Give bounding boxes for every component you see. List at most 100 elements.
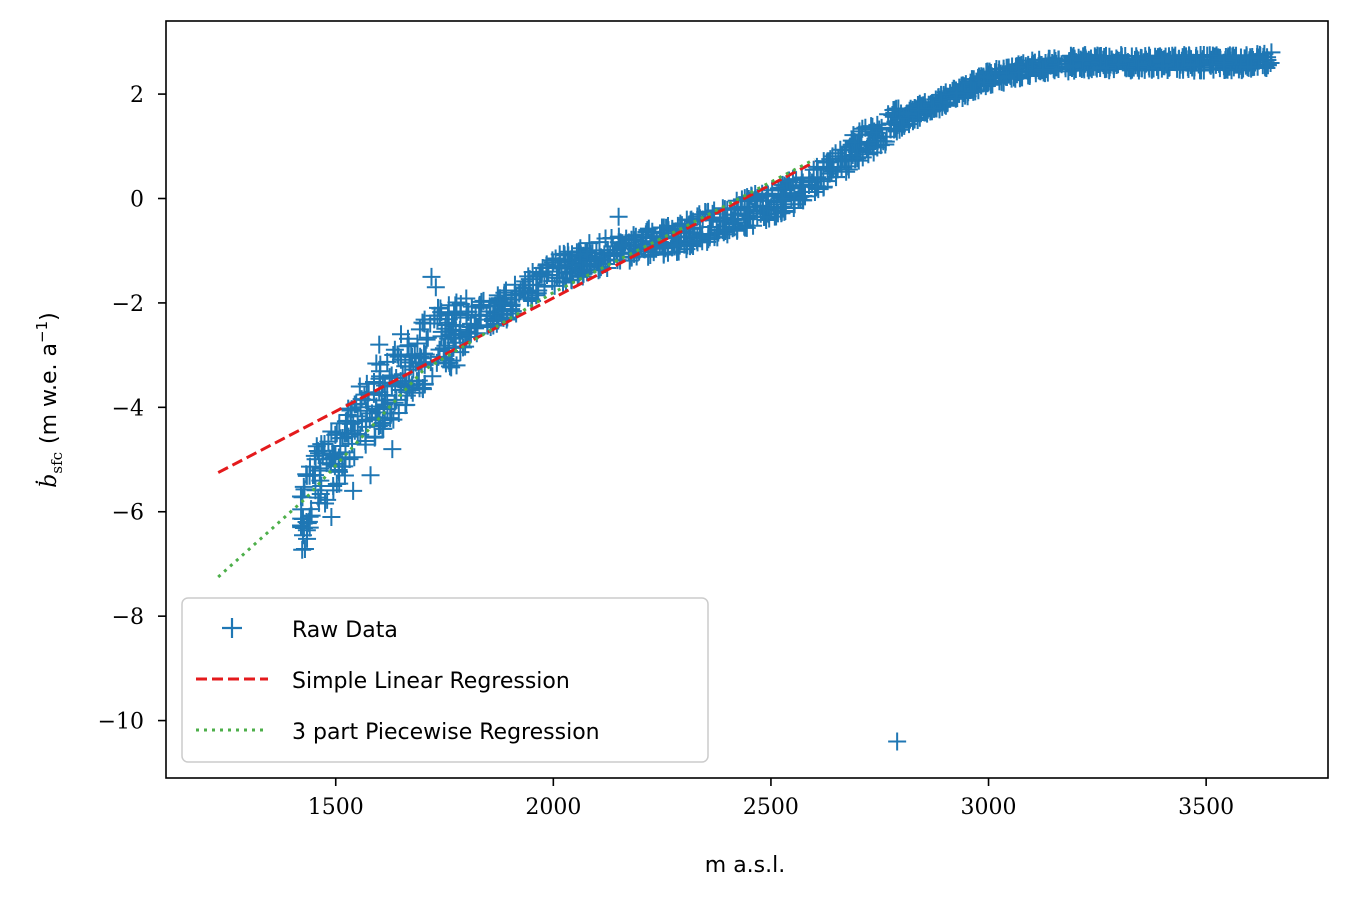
raw-data-point: [1009, 63, 1028, 82]
raw-data-point: [428, 298, 447, 317]
raw-data-point: [845, 133, 864, 152]
raw-data-point: [602, 229, 621, 248]
raw-data-point: [336, 449, 355, 468]
raw-data-point: [415, 310, 434, 329]
raw-data-point: [361, 466, 380, 485]
x-tick-label: 1500: [308, 795, 364, 820]
raw-data-point: [594, 250, 613, 269]
raw-data-point: [872, 118, 891, 137]
raw-data-point: [909, 101, 928, 120]
raw-data-point: [767, 199, 786, 218]
raw-data-point: [1249, 48, 1268, 67]
raw-data-point: [1231, 48, 1250, 67]
raw-data-point: [461, 314, 480, 333]
piecewise-regression-line: [217, 158, 816, 579]
raw-data-point: [1064, 56, 1083, 75]
raw-data-point: [357, 374, 376, 393]
raw-data-point: [890, 109, 909, 128]
raw-data-point: [739, 200, 758, 219]
y-tick-label: 2: [130, 83, 144, 108]
x-axis: 1500 2000 2500 3000 3500: [308, 778, 1234, 820]
raw-data-point: [1127, 49, 1146, 68]
x-tick-label: 3000: [961, 795, 1017, 820]
raw-data-point: [688, 233, 707, 252]
raw-data-point: [398, 337, 417, 356]
raw-data-point: [333, 428, 352, 447]
raw-data-point: [1061, 57, 1080, 76]
raw-data-point: [773, 189, 792, 208]
raw-data-point: [383, 440, 402, 459]
raw-data-point: [1081, 49, 1100, 68]
raw-data-point: [322, 507, 341, 526]
raw-data-point: [1023, 51, 1042, 70]
raw-data-point: [1173, 48, 1192, 67]
raw-data-point: [728, 221, 747, 240]
raw-data-point: [505, 285, 524, 304]
raw-data-point: [537, 256, 556, 275]
raw-data-point: [384, 410, 403, 429]
raw-data-point: [370, 335, 389, 354]
raw-data-point: [481, 302, 500, 321]
raw-data-point: [757, 210, 776, 229]
raw-data-point: [966, 82, 985, 101]
raw-data-point: [848, 149, 867, 168]
raw-data-point: [745, 191, 764, 210]
raw-data-point: [562, 270, 581, 289]
raw-data-point: [527, 266, 546, 285]
raw-data-point: [876, 132, 895, 151]
raw-data-point: [545, 276, 564, 295]
raw-data-point: [426, 278, 445, 297]
raw-data-point: [413, 380, 432, 399]
y-tick-label: −8: [112, 605, 144, 630]
raw-data-point: [367, 354, 386, 373]
raw-data-point: [457, 289, 476, 308]
raw-data-point: [543, 272, 562, 291]
raw-data-point: [1214, 53, 1233, 72]
raw-data-point: [590, 248, 609, 267]
raw-data-point: [1018, 61, 1037, 80]
raw-data-point: [691, 229, 710, 248]
x-tick-label: 2000: [525, 795, 581, 820]
raw-data-point: [331, 437, 350, 456]
raw-data-point: [1175, 46, 1194, 65]
raw-data-point: [1227, 46, 1246, 65]
raw-data-point: [497, 310, 516, 329]
raw-data-point: [297, 521, 316, 540]
raw-data-point: [989, 63, 1008, 82]
raw-data-point: [881, 120, 900, 139]
raw-data-point: [626, 227, 645, 246]
raw-data-point: [356, 417, 375, 436]
raw-data-point: [292, 509, 311, 528]
y-axis-label: ḃsfc(m w.e. a−1): [33, 312, 66, 487]
raw-data-point: [921, 102, 940, 121]
raw-data-point: [785, 185, 804, 204]
raw-data-point: [997, 68, 1016, 87]
raw-data-point: [1072, 55, 1091, 74]
raw-data-point: [376, 391, 395, 410]
raw-data-point: [351, 398, 370, 417]
legend-label-piecewise: 3 part Piecewise Regression: [292, 720, 600, 745]
legend: Raw Data Simple Linear Regression 3 part…: [181, 597, 709, 763]
raw-data-point: [608, 241, 627, 260]
y-axis: 2 0 −2 −4 −6 −8 −10: [98, 83, 166, 735]
raw-data-point: [932, 85, 951, 104]
raw-data-point: [807, 177, 826, 196]
raw-data-point: [837, 157, 856, 176]
y-tick-label: −2: [112, 292, 144, 317]
raw-data-point: [344, 481, 363, 500]
raw-data-point: [446, 296, 465, 315]
legend-box: [181, 597, 709, 763]
raw-data-point: [385, 340, 404, 359]
raw-data-point: [947, 84, 966, 103]
raw-data-point: [754, 208, 773, 227]
raw-data-point: [1261, 53, 1280, 72]
raw-data-point: [611, 243, 630, 262]
raw-data-point: [723, 211, 742, 230]
raw-data-point: [410, 320, 429, 339]
raw-data-point: [423, 367, 442, 386]
x-tick-label: 2500: [743, 795, 799, 820]
raw-data-point: [1181, 56, 1200, 75]
raw-data-point: [554, 244, 573, 263]
raw-data-point: [295, 480, 314, 499]
raw-data-point: [1091, 59, 1110, 78]
